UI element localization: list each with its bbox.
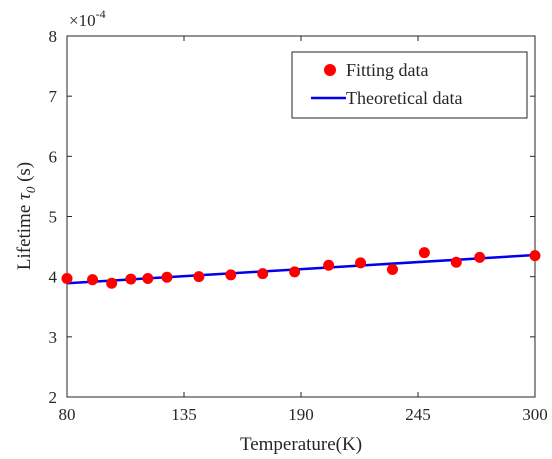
x-tick-label: 300 xyxy=(522,405,548,424)
data-point xyxy=(161,271,173,283)
y-tick-label: 2 xyxy=(49,388,58,407)
legend: Fitting data Theoretical data xyxy=(291,51,528,119)
y-tick-label: 8 xyxy=(49,27,58,46)
multiplier-base: ×10 xyxy=(69,11,96,30)
data-point xyxy=(450,256,462,268)
data-point xyxy=(529,250,541,262)
y-label-unit: (s) xyxy=(14,162,35,187)
y-tick-label: 5 xyxy=(49,208,58,227)
legend-marker-fitting xyxy=(324,64,336,76)
data-point xyxy=(87,274,99,286)
y-tick-label: 6 xyxy=(49,147,58,166)
data-point xyxy=(386,263,398,275)
y-axis: 2 3 4 5 6 7 8 xyxy=(49,27,535,407)
y-tick-label: 7 xyxy=(49,87,58,106)
data-point xyxy=(125,273,137,285)
x-tick-label: 135 xyxy=(171,405,197,424)
x-tick-label: 80 xyxy=(59,405,76,424)
multiplier-exponent: -4 xyxy=(96,7,106,21)
series-layer xyxy=(61,247,541,289)
y-axis-label: Lifetime τ0 (s) xyxy=(14,162,38,270)
data-point xyxy=(142,272,154,284)
data-point xyxy=(289,266,301,278)
y-label-symbol: τ xyxy=(14,192,35,200)
legend-label-fitting: Fitting data xyxy=(346,60,429,80)
y-axis-multiplier: ×10-4 xyxy=(69,7,106,30)
data-point xyxy=(474,251,486,263)
data-point xyxy=(61,272,73,284)
data-point xyxy=(355,257,367,269)
y-label-subscript: 0 xyxy=(23,186,38,193)
y-tick-label: 3 xyxy=(49,328,58,347)
legend-box xyxy=(291,51,528,119)
data-point xyxy=(323,259,335,271)
x-tick-label: 190 xyxy=(288,405,314,424)
data-point xyxy=(257,268,269,280)
x-axis: 80 135 190 245 300 xyxy=(59,36,548,424)
y-label-main: Lifetime xyxy=(14,200,35,270)
x-axis-label: Temperature(K) xyxy=(240,434,362,455)
y-tick-label: 4 xyxy=(49,268,58,287)
x-tick-label: 245 xyxy=(405,405,431,424)
data-point xyxy=(418,247,430,259)
legend-label-theoretical: Theoretical data xyxy=(346,88,462,108)
data-point xyxy=(106,277,118,289)
data-point xyxy=(193,271,205,283)
data-point xyxy=(225,269,237,281)
